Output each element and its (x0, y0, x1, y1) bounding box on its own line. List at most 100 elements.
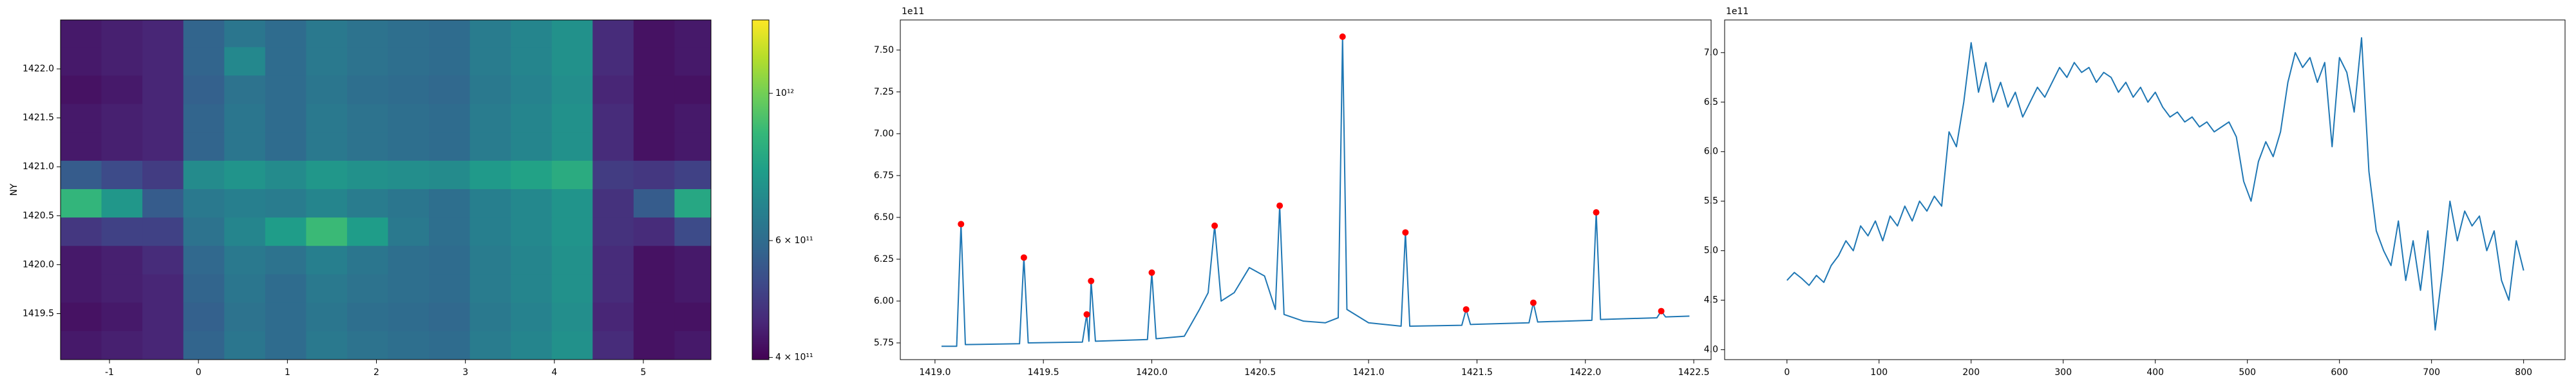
heatmap-cell (224, 104, 266, 133)
y-tick-label: 5.75 (874, 338, 894, 348)
heatmap-cell (674, 132, 711, 161)
heatmap-cell (429, 160, 471, 189)
heatmap-cell (511, 160, 553, 189)
heatmap-cell (551, 75, 593, 104)
heatmap-cell (346, 104, 388, 133)
heatmap-cell (224, 302, 266, 331)
heatmap-cell (388, 104, 430, 133)
heatmap-cell (265, 75, 307, 104)
heatmap-cell (633, 132, 675, 161)
heatmap-cell (183, 302, 225, 331)
heatmap-cell (633, 273, 675, 303)
heatmap-cell (511, 217, 553, 246)
heatmap-cell (551, 302, 593, 331)
heatmap-cell (142, 302, 184, 331)
heatmap-cell (674, 273, 711, 303)
heatmap-cell (142, 273, 184, 303)
heatmap-cell (633, 160, 675, 189)
heatmap-cell (265, 302, 307, 331)
heatmap-cell (469, 46, 511, 76)
y-tick-label: 6.25 (874, 254, 894, 264)
y-tick-label: 7.00 (874, 129, 894, 139)
heatmap-cell (388, 160, 430, 189)
heatmap-cell (592, 188, 634, 218)
heatmap-cell (511, 302, 553, 331)
heatmap-cell (101, 75, 143, 104)
heatmap-cell (388, 331, 430, 360)
x-tick-label: -1 (105, 367, 114, 378)
y-tick-label: 6.50 (874, 212, 894, 223)
y-tick-label: 1420.0 (23, 259, 54, 270)
y-tick-label: 6.0 (1704, 147, 1718, 157)
heatmap-cell (183, 46, 225, 76)
heatmap-cell (674, 160, 711, 189)
heatmap-cell (101, 302, 143, 331)
heatmap-cell (429, 217, 471, 246)
peak-marker (1088, 277, 1095, 284)
axes-frame (900, 19, 1712, 360)
heatmap-cell (388, 273, 430, 303)
heatmap-cell (469, 75, 511, 104)
heatmap-cell (183, 217, 225, 246)
heatmap-cell (101, 188, 143, 218)
heatmap-cell (224, 132, 266, 161)
y-tick-label: 1421.5 (23, 113, 54, 123)
heatmap-cell (265, 160, 307, 189)
heatmap-cell (306, 331, 348, 360)
heatmap-cell (61, 302, 102, 331)
heatmap-cell (511, 132, 553, 161)
heatmap-cell (674, 75, 711, 104)
heatmap-cell (551, 245, 593, 275)
heatmap-cell (183, 331, 225, 360)
heatmap-cell (633, 75, 675, 104)
peak-marker (1530, 299, 1537, 306)
heatmap-cell (346, 331, 388, 360)
heatmap-cell (674, 302, 711, 331)
heatmap-cell (469, 217, 511, 246)
heatmap-cell (429, 75, 471, 104)
heatmap-cell (592, 331, 634, 360)
heatmap-cell (346, 20, 388, 48)
heatmap-cell (224, 217, 266, 246)
x-tick-label: 0 (1784, 367, 1790, 378)
heatmap-cell (388, 46, 430, 76)
y-tick-label: 6.00 (874, 296, 894, 306)
heatmap-cell (633, 331, 675, 360)
heatmap-cell (674, 217, 711, 246)
colorbar-tick-label: 10¹² (775, 88, 794, 98)
heatmap-cell (101, 20, 143, 48)
x-tick-label: 1419.5 (1028, 367, 1059, 378)
y-tick-label: 4.0 (1704, 345, 1718, 355)
heatmap (61, 20, 711, 360)
heatmap-cell (388, 20, 430, 48)
peak-marker (1276, 202, 1283, 209)
heatmap-cell (265, 217, 307, 246)
heatmap-cell (469, 273, 511, 303)
heatmap-cell (592, 302, 634, 331)
heatmap-cell (101, 104, 143, 133)
heatmap-cell (346, 302, 388, 331)
x-tick-label: 1422.5 (1678, 367, 1710, 378)
heatmap-cell (306, 160, 348, 189)
heatmap-cell (61, 188, 102, 218)
y-axis-label: NY (9, 183, 19, 196)
heatmap-cell (224, 188, 266, 218)
heatmap-cell (551, 46, 593, 76)
heatmap-cell (511, 331, 553, 360)
heatmap-cell (224, 46, 266, 76)
heatmap-cell (142, 331, 184, 360)
heatmap-cell (388, 217, 430, 246)
heatmap-cell (265, 132, 307, 161)
heatmap-cell (674, 46, 711, 76)
heatmap-cell (674, 331, 711, 360)
x-tick-label: 600 (2331, 367, 2348, 378)
heatmap-cell (346, 132, 388, 161)
x-tick-label: 1421.5 (1461, 367, 1493, 378)
heatmap-cell (61, 20, 102, 48)
line-series (1786, 37, 2524, 331)
colorbar (752, 19, 770, 360)
x-tick-label: 1419.0 (919, 367, 951, 378)
axes-frame (1724, 19, 2566, 360)
heatmap-cell (265, 46, 307, 76)
heatmap-cell (592, 132, 634, 161)
